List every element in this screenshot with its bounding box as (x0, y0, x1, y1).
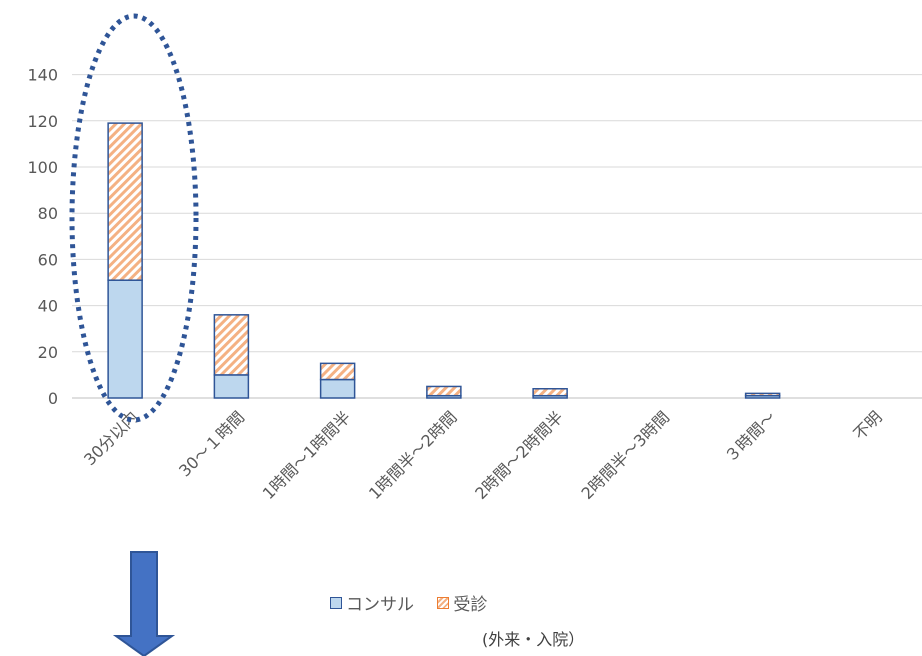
x-category-label: ３時間～ (721, 407, 780, 466)
highlight-ellipse (69, 13, 199, 423)
bar-consult (213, 374, 250, 399)
y-tick-label: 100 (27, 158, 58, 177)
down-arrow (112, 551, 176, 656)
x-category-label: 2時間～2時間半 (471, 407, 567, 503)
x-category-label: 2時間半～3時間 (577, 407, 673, 503)
y-tick-label: 20 (38, 343, 58, 362)
y-tick-label: 140 (27, 66, 58, 85)
legend: コンサル 受診 (330, 590, 505, 615)
legend-item-consult: コンサル (330, 590, 414, 615)
y-tick-label: 0 (48, 389, 58, 408)
bar-consult (319, 378, 356, 399)
bars (107, 122, 781, 399)
bar-exam (213, 314, 250, 376)
consult-swatch (330, 596, 342, 609)
bar-exam (426, 385, 462, 397)
exam-swatch (437, 596, 450, 609)
y-tick-label: 40 (38, 297, 58, 316)
y-tick-label: 80 (38, 204, 58, 223)
x-category-label: 30～１時間 (175, 407, 248, 480)
bar-exam (744, 392, 781, 397)
x-axis-category-labels: 30分以内 30～１時間 1時間～1時間半 1時間半～2時間 2時間～2時間半 2時間半～… (80, 407, 886, 503)
bar-exam (532, 388, 568, 397)
y-tick-label: 60 (38, 250, 58, 269)
x-category-label: 30分以内 (80, 407, 142, 469)
x-category-label: 1時間半～2時間 (365, 407, 461, 503)
y-axis-tick-labels: 0 20 40 60 80 100 120 140 (27, 66, 58, 408)
x-category-label: 不明 (850, 407, 886, 443)
gridlines (72, 74, 922, 399)
bar-exam (319, 362, 356, 381)
legend-exam-note: (外来・入院） (482, 630, 585, 649)
legend-exam-label: 受診 (453, 595, 488, 615)
legend-item-exam: 受診 (437, 590, 487, 615)
y-tick-label: 120 (27, 112, 58, 131)
bar-consult (107, 279, 143, 399)
legend-consult-label: コンサル (346, 595, 414, 615)
bar-exam (107, 122, 143, 281)
x-category-label: 1時間～1時間半 (259, 407, 355, 503)
